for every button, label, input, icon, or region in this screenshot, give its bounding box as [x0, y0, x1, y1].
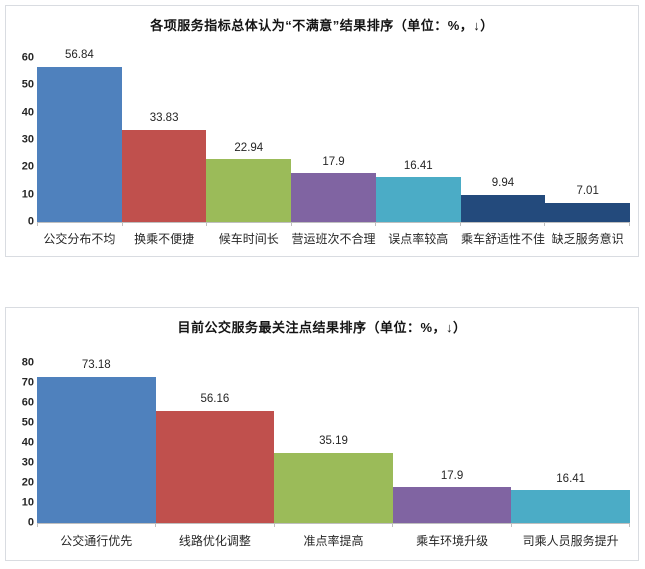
x-category-label: 营运班次不合理: [291, 232, 376, 246]
x-axis-labels: 公交分布不均 换乘不便捷 候车时间长 营运班次不合理 误点率较高 乘车舒适性不佳 缺乏服务意…: [37, 232, 630, 246]
bar-value-label: 56.84: [64, 49, 94, 62]
bar: [291, 173, 376, 222]
bar: [460, 194, 546, 222]
x-tick: [207, 222, 292, 226]
bar-column: 56.84: [37, 50, 122, 222]
chart-top-concerns-ranking: 目前公交服务最关注点结果排序（单位：%，↓） 0 10 20 30 40 50 60 70 80…: [5, 307, 639, 561]
y-tick-label: 20: [21, 160, 34, 173]
bar-value-label: 17.9: [322, 155, 345, 168]
y-tick-label: 30: [21, 133, 34, 146]
bar: [37, 376, 156, 523]
x-category-label: 候车时间长: [218, 232, 279, 246]
bar-value-label: 16.41: [403, 159, 433, 172]
y-tick-label: 60: [21, 396, 34, 409]
x-tick: [393, 523, 512, 527]
bar: [511, 490, 630, 523]
x-axis-ticks: [37, 523, 631, 527]
plot-area: 56.84 33.83 22.94 17.9 16.41 9.94 7.01: [37, 50, 631, 223]
bar-column: 22.94: [206, 58, 292, 222]
plot-area: 73.18 56.16 35.19 17.9 16.41: [37, 359, 630, 524]
bar-value-label: 73.18: [81, 359, 111, 372]
y-tick-label: 0: [27, 215, 34, 228]
x-category-label: 准点率提高: [303, 534, 364, 548]
bar: [545, 202, 631, 222]
bar-series: 73.18 56.16 35.19 17.9 16.41: [37, 359, 630, 523]
x-category-label: 缺乏服务意识: [551, 232, 624, 246]
y-tick-label: 50: [21, 78, 34, 91]
bar-value-label: 9.94: [491, 177, 515, 190]
x-tick: [292, 222, 377, 226]
x-tick: [156, 523, 275, 527]
bar-value-label: 35.19: [319, 435, 348, 448]
bar-column: 9.94: [460, 58, 546, 222]
bar: [375, 177, 461, 222]
chart-title: 各项服务指标总体认为“不满意”结果排序（单位：%，↓）: [150, 18, 494, 33]
x-category-label: 司乘人员服务提升: [522, 534, 619, 548]
y-axis: 0 10 20 30 40 50 60: [8, 52, 34, 227]
bar: [121, 129, 207, 222]
y-tick-label: 10: [21, 188, 34, 201]
bar-column: 56.16: [155, 363, 275, 523]
bar-column: 73.18: [37, 359, 156, 523]
bar: [37, 66, 122, 222]
x-category-label: 换乘不便捷: [134, 232, 195, 246]
y-tick-label: 0: [27, 516, 34, 529]
bar-column: 7.01: [545, 58, 631, 222]
x-axis-ticks: [37, 222, 631, 226]
y-tick-label: 30: [21, 456, 34, 469]
x-tick: [376, 222, 461, 226]
bar-column: 17.9: [291, 58, 376, 222]
y-tick-label: 70: [21, 376, 34, 389]
x-tick: [545, 222, 631, 226]
x-category-label: 乘车舒适性不佳: [460, 232, 545, 246]
x-tick: [37, 523, 157, 527]
bar-column: 35.19: [274, 363, 393, 523]
bar: [206, 159, 292, 222]
x-category-label: 公交通行优先: [60, 534, 133, 548]
y-tick-label: 60: [21, 51, 34, 64]
bar-value-label: 56.16: [200, 393, 230, 406]
x-category-label: 乘车环境升级: [416, 534, 489, 548]
bar-column: 17.9: [392, 363, 512, 523]
bar-value-label: 33.83: [149, 112, 179, 125]
y-axis: 0 10 20 30 40 50 60 70 80: [8, 357, 34, 528]
chart-dissatisfaction-ranking: 各项服务指标总体认为“不满意”结果排序（单位：%，↓） 0 10 20 30 40 50 6…: [5, 5, 639, 257]
bar-value-label: 16.41: [556, 472, 586, 485]
y-tick-label: 40: [21, 106, 34, 119]
chart-title: 目前公交服务最关注点结果排序（单位：%，↓）: [177, 320, 467, 335]
bar-column: 16.41: [375, 58, 461, 222]
bar: [155, 410, 275, 523]
bar: [392, 487, 512, 523]
x-category-label: 公交分布不均: [43, 232, 116, 246]
x-tick: [37, 222, 123, 226]
x-category-label: 误点率较高: [388, 232, 449, 246]
x-tick: [275, 523, 394, 527]
bar-value-label: 22.94: [234, 141, 264, 154]
x-tick: [123, 222, 208, 226]
bar-column: 16.41: [511, 363, 630, 523]
x-category-label: 线路优化调整: [178, 534, 251, 548]
x-axis-labels: 公交通行优先 线路优化调整 准点率提高 乘车环境升级 司乘人员服务提升: [37, 534, 630, 548]
y-tick-label: 80: [21, 356, 34, 369]
bar-value-label: 17.9: [440, 469, 464, 482]
bar: [274, 452, 393, 523]
bar-value-label: 7.01: [576, 185, 599, 198]
bar-column: 33.83: [121, 58, 207, 222]
bar-series: 56.84 33.83 22.94 17.9 16.41 9.94 7.01: [37, 50, 631, 222]
y-tick-label: 50: [21, 416, 34, 429]
y-tick-label: 10: [21, 496, 34, 509]
y-tick-label: 40: [21, 436, 34, 449]
x-tick: [461, 222, 546, 226]
y-tick-label: 20: [21, 476, 34, 489]
x-tick: [512, 523, 631, 527]
